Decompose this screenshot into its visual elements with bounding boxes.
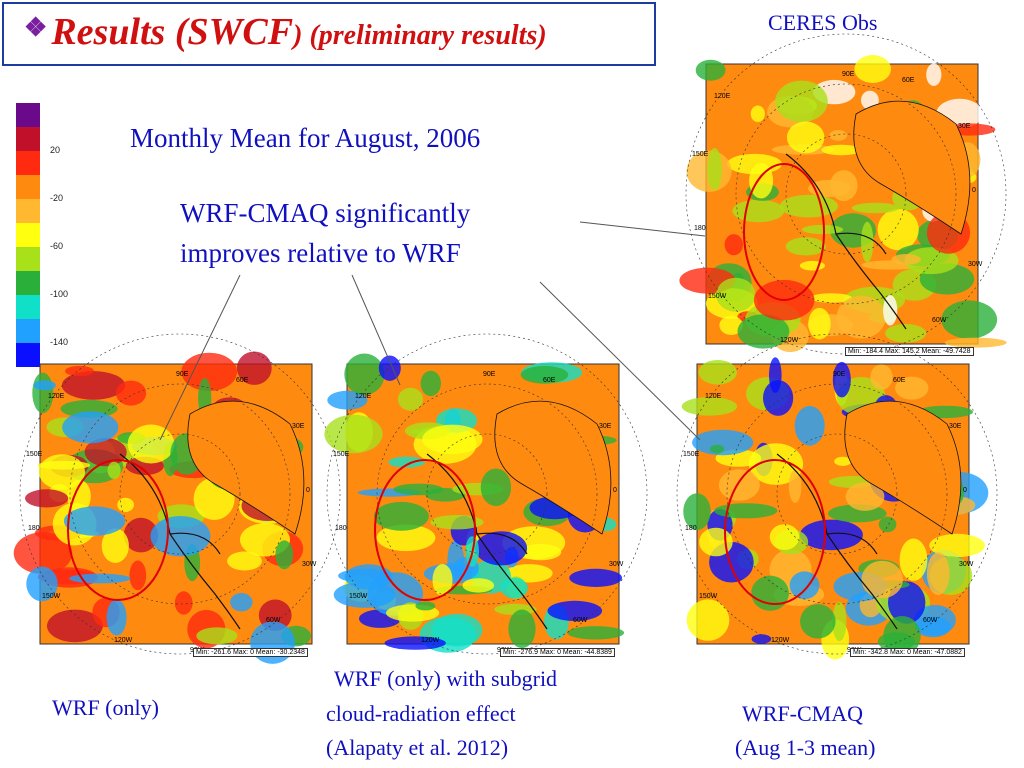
monthly-mean-heading: Monthly Mean for August, 2006 bbox=[130, 123, 481, 153]
map-lon-label: 120E bbox=[714, 93, 731, 100]
map-lon-label: 30W bbox=[968, 261, 983, 268]
map-lon-label: 0 bbox=[963, 487, 967, 494]
title-box: ❖ Results (SWCF) (preliminary results) bbox=[2, 2, 656, 66]
colorbar-swatch bbox=[16, 103, 40, 127]
colorbar-tick: -140 bbox=[50, 337, 69, 347]
map-stats: Min: -342.8 Max: 0 Mean: -47.0882 bbox=[850, 648, 965, 657]
caption-cmaq-2: (Aug 1-3 mean) bbox=[735, 735, 876, 760]
map-lon-label: 120W bbox=[114, 637, 133, 644]
colorbar-swatch bbox=[16, 223, 40, 247]
map-lon-label: 120E bbox=[355, 393, 372, 400]
colorbar-swatch bbox=[16, 151, 40, 175]
colorbar-tick: -100 bbox=[50, 289, 69, 299]
colorbar bbox=[16, 103, 40, 367]
map-lon-label: 120E bbox=[48, 393, 65, 400]
colorbar-tick: 20 bbox=[50, 145, 61, 155]
title-main: Results (SWCF bbox=[51, 11, 294, 53]
map-lon-label: 150E bbox=[683, 451, 700, 458]
colorbar-swatch bbox=[16, 247, 40, 271]
map-lon-label: 180 bbox=[28, 525, 40, 532]
colorbar-tick: -60 bbox=[50, 241, 64, 251]
map-wrf-only: 90E60E120E30E150E018030W150W60W120W90W bbox=[13, 333, 341, 664]
map-lon-label: 120W bbox=[421, 637, 440, 644]
slide-title: ❖ Results (SWCF) (preliminary results) bbox=[24, 10, 547, 54]
map-wrf-cmaq: 90E60E120E30E150E018030W150W60W120W90W bbox=[676, 333, 998, 660]
map-stats: Min: -184.4 Max: 145.2 Mean: -49.7428 bbox=[845, 347, 974, 356]
caption-subgrid-2: cloud-radiation effect bbox=[326, 701, 516, 726]
map-stats: Min: -276.9 Max: 0 Mean: -44.8389 bbox=[500, 648, 615, 657]
map-lon-label: 150W bbox=[699, 593, 718, 600]
colorbar-swatch bbox=[16, 343, 40, 367]
highlight-ellipse bbox=[67, 459, 169, 601]
caption-subgrid-1: WRF (only) with subgrid bbox=[334, 666, 558, 691]
map-lon-label: 120E bbox=[705, 393, 722, 400]
colorbar-swatch bbox=[16, 319, 40, 343]
colorbar-swatch bbox=[16, 295, 40, 319]
map-lon-label: 60E bbox=[543, 377, 556, 384]
map-lon-label: 60W bbox=[932, 317, 947, 324]
map-lon-label: 150E bbox=[333, 451, 350, 458]
colorbar-tick: -20 bbox=[50, 193, 64, 203]
map-lon-label: 60E bbox=[902, 77, 915, 84]
bullet-icon: ❖ bbox=[24, 13, 48, 42]
map-lon-label: 90E bbox=[483, 371, 496, 378]
map-lon-label: 60W bbox=[266, 617, 281, 624]
map-lon-label: 0 bbox=[613, 487, 617, 494]
colorbar-swatch bbox=[16, 175, 40, 199]
map-ceres-obs: 90E60E120E30E150E018030W150W60W120W90W bbox=[679, 33, 1007, 355]
map-lon-label: 180 bbox=[335, 525, 347, 532]
map-lon-label: 0 bbox=[972, 187, 976, 194]
map-lon-label: 120W bbox=[780, 337, 799, 344]
colorbar-swatch bbox=[16, 127, 40, 151]
map-lon-label: 60W bbox=[573, 617, 588, 624]
map-lon-label: 30W bbox=[302, 561, 317, 568]
map-lon-label: 30E bbox=[958, 123, 971, 130]
map-lon-label: 60E bbox=[236, 377, 249, 384]
map-lon-label: 30W bbox=[609, 561, 624, 568]
title-sub: ) (preliminary results) bbox=[293, 20, 547, 51]
caption-subgrid-3: (Alapaty et al. 2012) bbox=[326, 735, 509, 760]
map-lon-label: 90E bbox=[833, 371, 846, 378]
map-lon-label: 90E bbox=[842, 71, 855, 78]
polar-map-svg: 90E60E120E30E150E018030W150W60W120W90W bbox=[324, 333, 648, 655]
map-lon-label: 150W bbox=[42, 593, 61, 600]
map-lon-label: 30E bbox=[599, 423, 612, 430]
colorbar-swatch bbox=[16, 199, 40, 223]
map-lon-label: 120W bbox=[771, 637, 790, 644]
map-stats: Min: -261.6 Max: 0 Mean: -30.2348 bbox=[193, 648, 308, 657]
caption-wrf-only: WRF (only) bbox=[52, 695, 159, 720]
map-lon-label: 150W bbox=[349, 593, 368, 600]
map-lon-label: 180 bbox=[694, 225, 706, 232]
map-lon-label: 30E bbox=[949, 423, 962, 430]
highlight-ellipse bbox=[724, 459, 826, 605]
improve-line-1: WRF-CMAQ significantly bbox=[180, 198, 471, 228]
map-lon-label: 180 bbox=[685, 525, 697, 532]
map-lon-label: 150E bbox=[26, 451, 43, 458]
map-lon-label: 90E bbox=[176, 371, 189, 378]
map-lon-label: 30E bbox=[292, 423, 305, 430]
polar-map-svg: 90E60E120E30E150E018030W150W60W120W90W bbox=[13, 333, 341, 664]
map-wrf-subgrid: 90E60E120E30E150E018030W150W60W120W90W bbox=[324, 333, 648, 655]
map-lon-label: 60E bbox=[893, 377, 906, 384]
colorbar-swatch bbox=[16, 271, 40, 295]
ceres-label: CERES Obs bbox=[768, 10, 878, 35]
improve-line-2: improves relative to WRF bbox=[180, 238, 461, 268]
highlight-ellipse bbox=[374, 459, 476, 601]
map-lon-label: 150E bbox=[692, 151, 709, 158]
highlight-ellipse bbox=[743, 163, 825, 301]
map-lon-label: 60W bbox=[923, 617, 938, 624]
polar-map-svg: 90E60E120E30E150E018030W150W60W120W90W bbox=[679, 33, 1007, 355]
map-lon-label: 0 bbox=[306, 487, 310, 494]
polar-map-svg: 90E60E120E30E150E018030W150W60W120W90W bbox=[676, 333, 998, 660]
caption-cmaq-1: WRF-CMAQ bbox=[742, 701, 864, 726]
map-lon-label: 150W bbox=[708, 293, 727, 300]
map-lon-label: 30W bbox=[959, 561, 974, 568]
